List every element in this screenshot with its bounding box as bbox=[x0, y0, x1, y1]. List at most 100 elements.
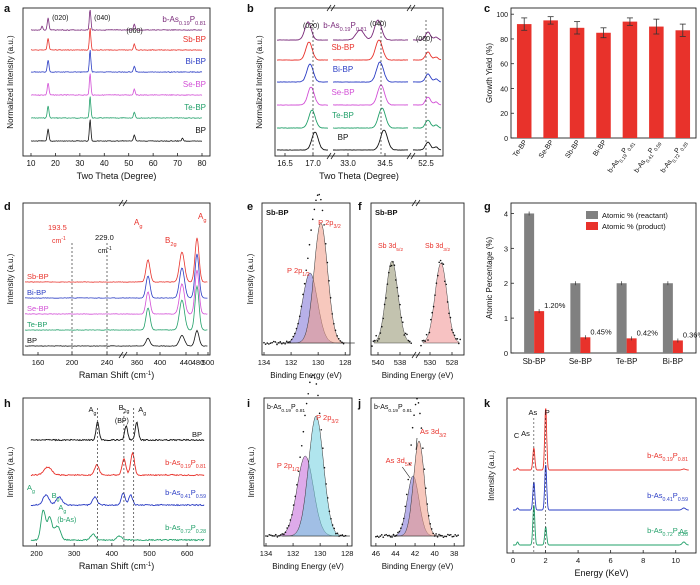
data-point bbox=[411, 426, 414, 429]
panel-j: j 46 44 42 40 38 Binding Energy (eV) b-As0.19P0… bbox=[357, 397, 465, 571]
x-tick-label: 200 bbox=[30, 549, 43, 558]
x-tick-label: 130 bbox=[314, 549, 327, 558]
xrd-zoom-trace bbox=[412, 119, 442, 129]
data-point bbox=[271, 341, 273, 344]
value-label: 0.45% bbox=[590, 327, 612, 336]
trace-label: b-As0.19P0.81 bbox=[323, 21, 367, 33]
label-main: A bbox=[138, 405, 143, 414]
data-point bbox=[400, 527, 402, 530]
x-tick-label: 540 bbox=[372, 358, 385, 367]
label-sub: 0.41 bbox=[181, 494, 191, 500]
data-point bbox=[322, 447, 324, 449]
data-point bbox=[284, 343, 286, 345]
data-point bbox=[305, 269, 308, 272]
y-tick-label: 80 bbox=[500, 37, 508, 44]
data-point bbox=[278, 535, 280, 537]
data-point bbox=[283, 533, 285, 536]
peak-label: (020) bbox=[303, 23, 319, 30]
product-bar bbox=[626, 338, 637, 353]
x-axis-label: Raman Shift (cm-1) bbox=[79, 370, 154, 380]
peak-label: P 2p3/2 bbox=[316, 413, 339, 425]
x-tick-label: 42 bbox=[411, 549, 419, 558]
mode-label: Ag bbox=[27, 483, 35, 495]
label-main: P 2p bbox=[287, 266, 302, 275]
label-sub: 0.19 bbox=[281, 408, 291, 414]
label-mid: P bbox=[191, 488, 196, 497]
annotation-label: cm-1 bbox=[52, 236, 66, 245]
data-point bbox=[303, 282, 306, 285]
product-bar bbox=[672, 340, 683, 353]
x-tick-label: 128 bbox=[339, 358, 352, 367]
sample-label: b-As0.19P0.81 bbox=[374, 404, 412, 414]
label-mid: P bbox=[621, 147, 630, 155]
data-point bbox=[336, 335, 338, 337]
sample-label: Sb-BP bbox=[266, 208, 289, 217]
data-point bbox=[333, 527, 336, 530]
data-point bbox=[372, 340, 375, 342]
x-tick-label: 600 bbox=[181, 549, 194, 558]
x-tick-label: 132 bbox=[285, 358, 298, 367]
trace-label: Sb-BP bbox=[183, 35, 206, 44]
data-point bbox=[457, 534, 459, 537]
label-mid: P bbox=[191, 523, 196, 532]
panel-e: e 134 132 130 128 Binding Energy (eV) Intensit… bbox=[246, 193, 355, 380]
data-point bbox=[289, 519, 292, 521]
label-main: b-As bbox=[647, 491, 663, 500]
data-point bbox=[444, 535, 446, 538]
label-sub: 0.19 bbox=[340, 27, 351, 33]
xrd-zoom-trace bbox=[333, 61, 409, 83]
data-point bbox=[395, 534, 398, 537]
label-sub: 0.19 bbox=[663, 457, 673, 463]
x-tick-label: 50 bbox=[124, 159, 133, 168]
data-point bbox=[269, 342, 272, 344]
y-tick-label: 0 bbox=[504, 349, 508, 358]
label-sub: 1/2 bbox=[302, 272, 309, 278]
category-label: Se-BP bbox=[538, 139, 556, 160]
axis-break bbox=[118, 199, 124, 207]
legend-swatch bbox=[586, 222, 598, 230]
data-point bbox=[263, 341, 265, 344]
data-point bbox=[279, 341, 282, 343]
data-point bbox=[266, 535, 269, 537]
data-point bbox=[400, 316, 403, 319]
peak-label: As 3d5/2 bbox=[386, 456, 413, 468]
element-label: As bbox=[528, 408, 537, 417]
data-point bbox=[328, 279, 330, 282]
y-tick-label: 0 bbox=[504, 136, 508, 143]
data-point bbox=[404, 332, 407, 335]
x-tick-label: 34.5 bbox=[377, 159, 393, 168]
x-tick-label: 132 bbox=[287, 549, 300, 558]
x-tick-label: 528 bbox=[446, 358, 459, 367]
label-sub: 0.72 bbox=[663, 532, 673, 538]
trace-label: Bi-BP bbox=[27, 288, 46, 297]
data-point bbox=[431, 311, 434, 314]
trace-label: b-As0.72P0.28 bbox=[165, 523, 206, 535]
data-point bbox=[323, 224, 325, 226]
label-main: b-As bbox=[647, 526, 663, 535]
data-point bbox=[302, 430, 305, 433]
peak-label: Sb 3d3/2 bbox=[425, 243, 450, 253]
label-sub: 0.19 bbox=[179, 21, 190, 27]
sample-label: b-As0.19P0.81 bbox=[267, 404, 305, 414]
trace-label: Bi-BP bbox=[333, 65, 353, 74]
xrd-trace bbox=[30, 49, 203, 73]
data-point bbox=[297, 470, 300, 472]
y-axis-label: Normalized Intensity (a.u.) bbox=[255, 35, 264, 129]
sb3d52-component bbox=[373, 260, 411, 344]
category-label: Te-BP bbox=[512, 139, 529, 159]
data-point bbox=[324, 242, 327, 245]
yield-bar bbox=[649, 26, 664, 139]
sb3d32-component bbox=[422, 262, 460, 344]
data-point bbox=[417, 402, 420, 404]
mode-label: Bg bbox=[52, 491, 60, 503]
data-point bbox=[394, 535, 396, 537]
label-main: Bi-BP bbox=[592, 139, 608, 158]
x-tick-label: 40 bbox=[100, 159, 109, 168]
data-point bbox=[429, 523, 432, 525]
peak-label: As 3d3/2 bbox=[420, 427, 447, 439]
label-mid: P bbox=[674, 147, 683, 155]
data-point bbox=[273, 535, 275, 537]
data-point bbox=[316, 194, 319, 196]
label-main: Raman Shift (cm bbox=[79, 561, 146, 571]
element-label: As bbox=[679, 527, 688, 536]
